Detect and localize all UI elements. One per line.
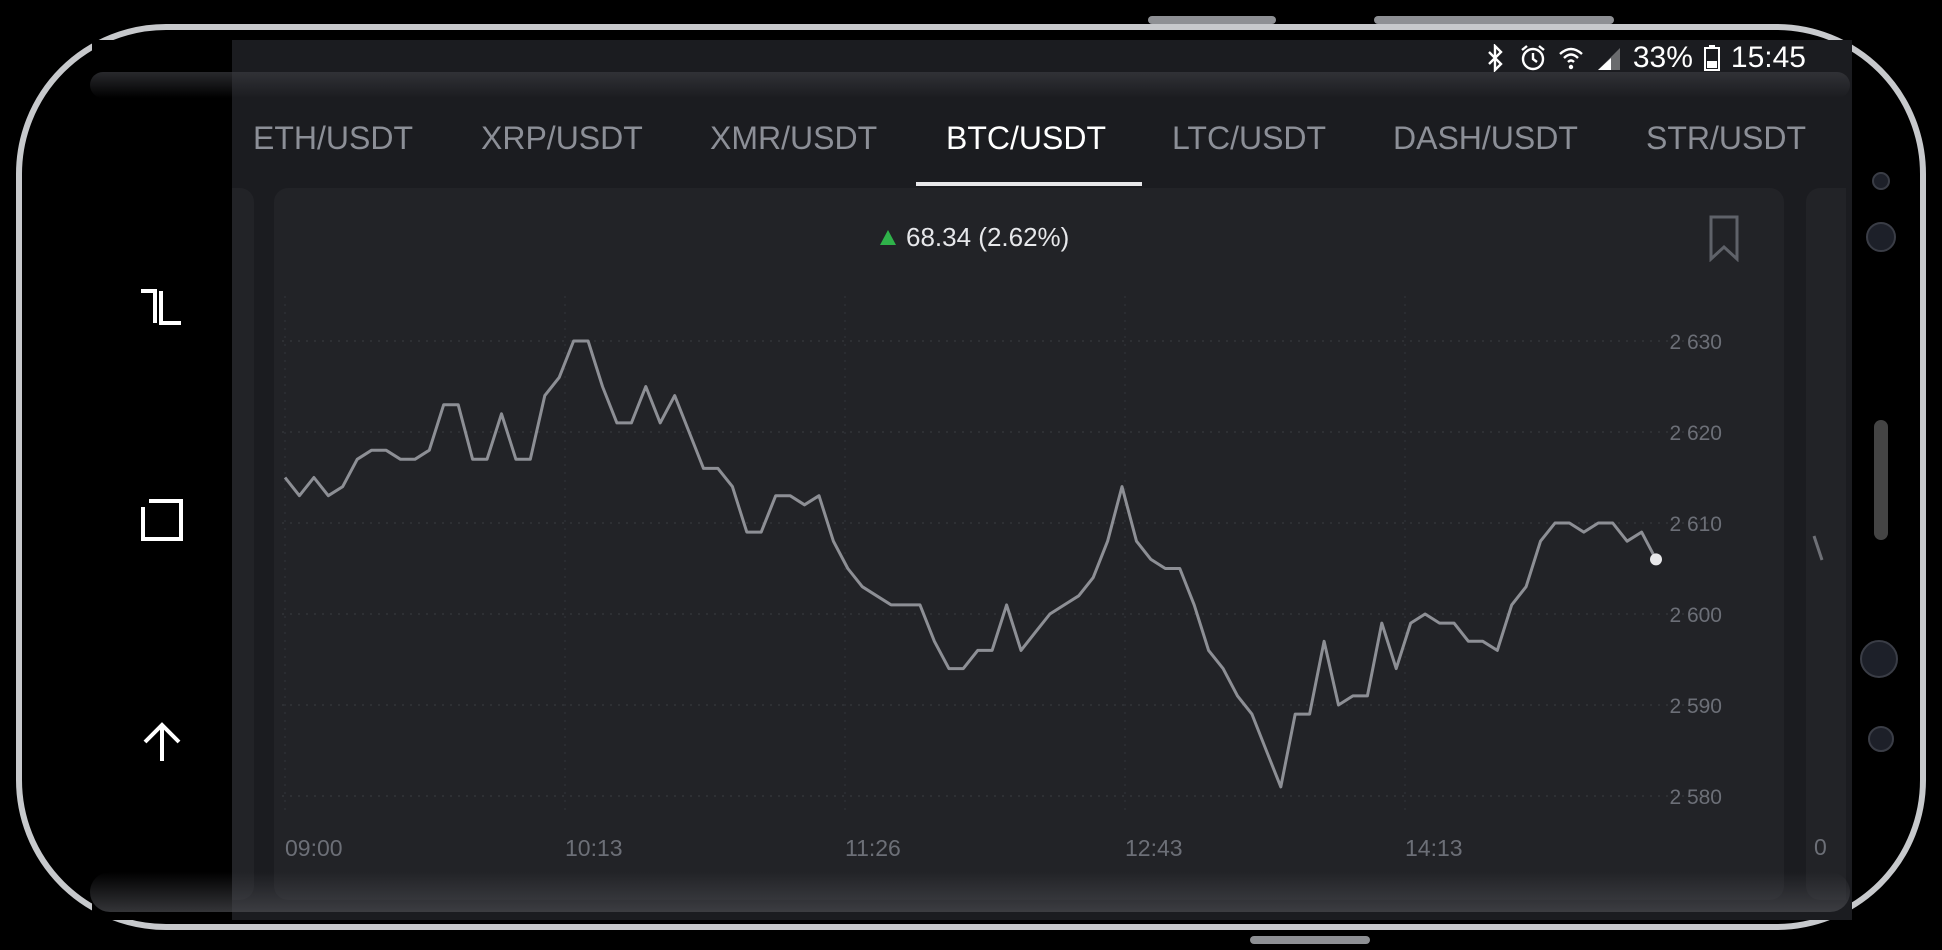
back-button[interactable] — [130, 710, 194, 774]
recent-apps-button[interactable] — [130, 276, 194, 340]
screen-glare-bottom — [90, 872, 1850, 912]
alarm-icon — [1521, 45, 1545, 71]
battery-icon — [1703, 45, 1720, 71]
bookmark-icon[interactable] — [1708, 214, 1740, 262]
iris-led — [1868, 726, 1894, 752]
back-icon — [143, 722, 181, 761]
tab-str-usdt[interactable]: STR/USDT — [1646, 120, 1806, 156]
status-bar: 33% 15:45 — [1481, 38, 1806, 78]
power-button — [1250, 936, 1370, 944]
up-arrow-icon — [880, 230, 896, 245]
speaker-grille — [1874, 420, 1888, 540]
chart-card — [274, 188, 1784, 900]
tab-ltc-usdt[interactable]: LTC/USDT — [1172, 120, 1327, 156]
front-camera — [1866, 222, 1896, 252]
battery-percent: 33% — [1632, 41, 1693, 74]
iris-camera — [1860, 640, 1898, 678]
next-chart-tick-fragment: 0 — [1814, 834, 1827, 860]
recent-apps-icon — [141, 289, 181, 325]
bluetooth-icon — [1488, 44, 1503, 72]
home-icon — [141, 499, 183, 541]
next-card-edge[interactable] — [1806, 188, 1846, 900]
tab-eth-usdt[interactable]: ETH/USDT — [253, 120, 413, 156]
price-change: 68.34 (2.62%) — [880, 222, 1069, 253]
tab-dash-usdt[interactable]: DASH/USDT — [1393, 120, 1578, 156]
active-tab-indicator — [916, 182, 1142, 186]
home-button[interactable] — [130, 488, 194, 552]
tab-xmr-usdt[interactable]: XMR/USDT — [710, 120, 878, 156]
navigation-bar — [92, 40, 232, 920]
clock: 15:45 — [1730, 41, 1806, 74]
bixby-button — [1374, 16, 1614, 24]
tab-btc-usdt[interactable]: BTC/USDT — [946, 120, 1106, 156]
screen-glare — [90, 72, 1850, 98]
tab-xrp-usdt[interactable]: XRP/USDT — [481, 120, 643, 156]
volume-button — [1148, 16, 1276, 24]
wifi-icon — [1559, 47, 1583, 70]
previous-card-edge[interactable] — [232, 188, 254, 900]
signal-icon — [1597, 48, 1620, 70]
price-change-value: 68.34 (2.62%) — [906, 222, 1070, 252]
sensor-dot — [1872, 172, 1890, 190]
